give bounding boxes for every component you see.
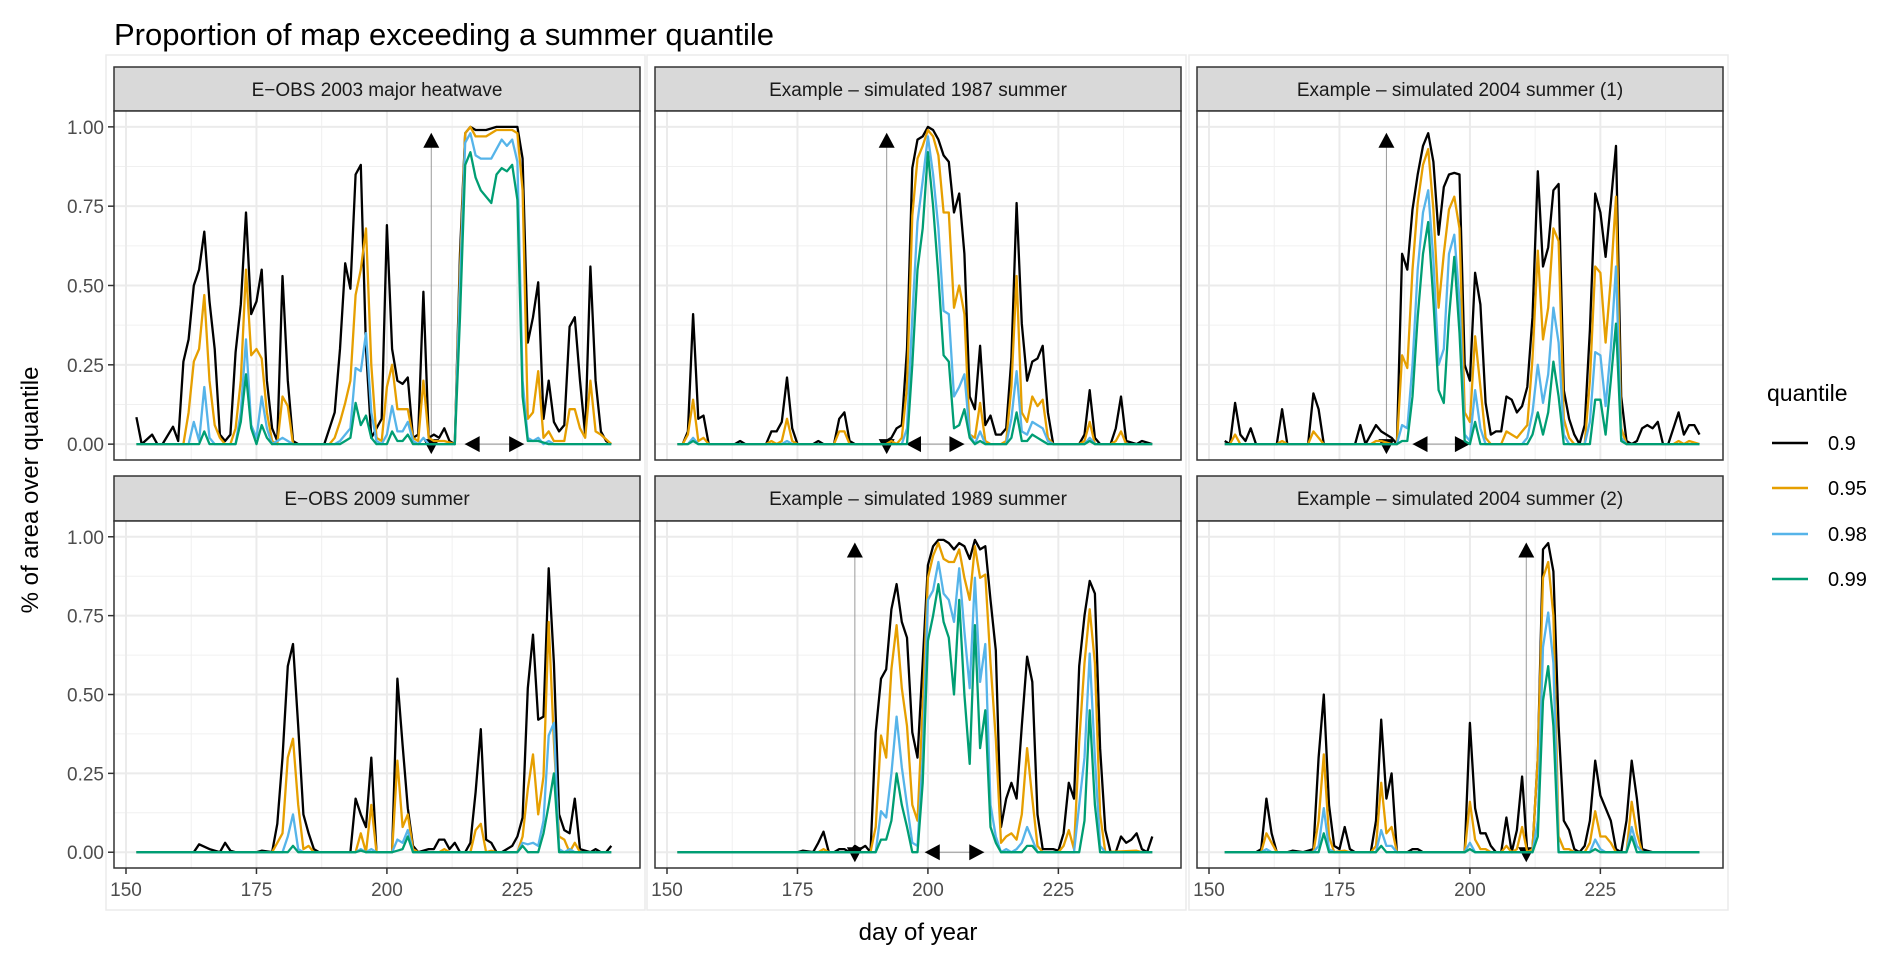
facet-strip-title: E−OBS 2003 major heatwave — [252, 80, 503, 101]
x-tick-label: 225 — [1043, 880, 1075, 901]
facet-panel: Example – simulated 2004 summer (2) 150 17… — [1193, 475, 1724, 901]
facet-column-box — [105, 54, 646, 911]
facet-column-box — [1188, 54, 1729, 911]
y-tick-label: 0.50 — [67, 277, 104, 298]
legend-item-0.99: 0.99 — [1772, 569, 1867, 591]
series-line-q0.95 — [677, 541, 1153, 854]
right-triangle-icon — [969, 844, 985, 861]
y-tick-label: 0.75 — [67, 197, 104, 218]
y-tick-label: 0.25 — [67, 764, 104, 785]
series-line-q0.99 — [1224, 664, 1700, 854]
panel-border — [1196, 110, 1724, 461]
x-tick-label: 225 — [1585, 880, 1617, 901]
panel-border — [1196, 520, 1724, 869]
x-axis-title: day of year — [859, 919, 978, 946]
up-triangle-icon — [1518, 542, 1535, 558]
y-tick-label: 1.00 — [67, 118, 104, 139]
facet-strip-title: Example – simulated 1989 summer — [769, 489, 1067, 510]
facet-strip — [113, 475, 641, 522]
series-line-q0.99 — [1224, 220, 1700, 446]
left-triangle-icon — [1412, 436, 1428, 453]
series-line-q0.9 — [677, 538, 1154, 854]
legend-label: 0.9 — [1828, 433, 1856, 455]
x-tick-label: 150 — [651, 880, 683, 901]
up-triangle-icon — [423, 132, 440, 148]
facet-strip-title: E−OBS 2009 summer — [284, 489, 470, 510]
x-tick-label: 175 — [782, 880, 814, 901]
legend: quantile 0.9 0.95 0.98 0.99 — [1767, 380, 1867, 591]
facet-strip-title: Example – simulated 1987 summer — [769, 80, 1067, 101]
facet-panel: Example – simulated 1987 summer — [654, 66, 1182, 461]
legend-label: 0.95 — [1828, 478, 1867, 500]
y-tick-label: 0.00 — [67, 435, 104, 456]
left-triangle-icon — [905, 436, 921, 453]
facet-strip — [1196, 475, 1724, 522]
facet-strip — [113, 66, 641, 112]
x-tick-label: 150 — [1193, 880, 1225, 901]
y-tick-label: 0.75 — [67, 607, 104, 628]
facet-strip-title: Example – simulated 2004 summer (2) — [1297, 489, 1623, 510]
x-tick-label: 200 — [912, 880, 944, 901]
facet-strip — [654, 475, 1182, 522]
x-tick-label: 175 — [1324, 880, 1356, 901]
facet-strip-title: Example – simulated 2004 summer (1) — [1297, 80, 1623, 101]
series-line-q0.95 — [1224, 560, 1700, 854]
legend-item-0.98: 0.98 — [1772, 524, 1867, 546]
x-tick-label: 150 — [110, 880, 142, 901]
y-tick-label: 0.00 — [67, 843, 104, 864]
y-tick-label: 0.50 — [67, 686, 104, 707]
up-triangle-icon — [846, 542, 863, 558]
x-tick-label: 200 — [1454, 880, 1486, 901]
x-tick-label: 200 — [371, 880, 403, 901]
series-line-q0.9 — [1224, 541, 1700, 854]
facet-panel: E−OBS 2009 summer 0.00 0.25 0.50 0.75 1.00 150… — [67, 475, 641, 901]
x-tick-label: 225 — [502, 880, 534, 901]
x-tick-label: 175 — [241, 880, 273, 901]
facet-strip — [1196, 66, 1724, 112]
y-tick-label: 1.00 — [67, 528, 104, 549]
series-line-q0.95 — [136, 125, 613, 446]
left-triangle-icon — [464, 436, 480, 453]
series-line-q0.99 — [677, 151, 1153, 446]
legend-item-0.9: 0.9 — [1772, 433, 1856, 455]
legend-label: 0.98 — [1828, 524, 1867, 546]
right-triangle-icon — [1454, 436, 1470, 453]
series-line-q0.99 — [136, 151, 612, 446]
legend-item-0.95: 0.95 — [1772, 478, 1867, 500]
y-axis-title: % of area over quantile — [17, 367, 44, 614]
up-triangle-icon — [878, 132, 895, 148]
legend-label: 0.99 — [1828, 569, 1867, 591]
left-triangle-icon — [924, 844, 940, 861]
series-line-q0.98 — [136, 132, 612, 446]
legend-title: quantile — [1767, 380, 1848, 406]
series-line-q0.98 — [677, 560, 1153, 854]
series-line-q0.95 — [677, 128, 1153, 446]
up-triangle-icon — [1378, 132, 1395, 148]
series-line-q0.99 — [136, 772, 612, 854]
facet-panel: Example – simulated 2004 summer (1) — [1196, 66, 1724, 461]
y-tick-label: 0.25 — [67, 356, 104, 377]
panel-border — [654, 520, 1182, 869]
series-line-q0.9 — [136, 567, 613, 854]
panel-border — [654, 110, 1182, 461]
facet-strip — [654, 66, 1182, 112]
facet-panels: E−OBS 2003 major heatwave 0.00 0.25 0.50 0.7… — [67, 54, 1729, 911]
series-line-q0.99 — [677, 582, 1153, 854]
facet-panel: E−OBS 2003 major heatwave 0.00 0.25 0.50 0.7… — [67, 66, 641, 461]
facet-panel: Example – simulated 1989 summer 150 175 200… — [651, 475, 1182, 901]
series-line-q0.95 — [136, 620, 612, 854]
right-triangle-icon — [949, 436, 965, 453]
right-triangle-icon — [509, 436, 525, 453]
chart-title: Proportion of map exceeding a summer qua… — [114, 17, 774, 52]
facet-column-box — [646, 54, 1187, 911]
